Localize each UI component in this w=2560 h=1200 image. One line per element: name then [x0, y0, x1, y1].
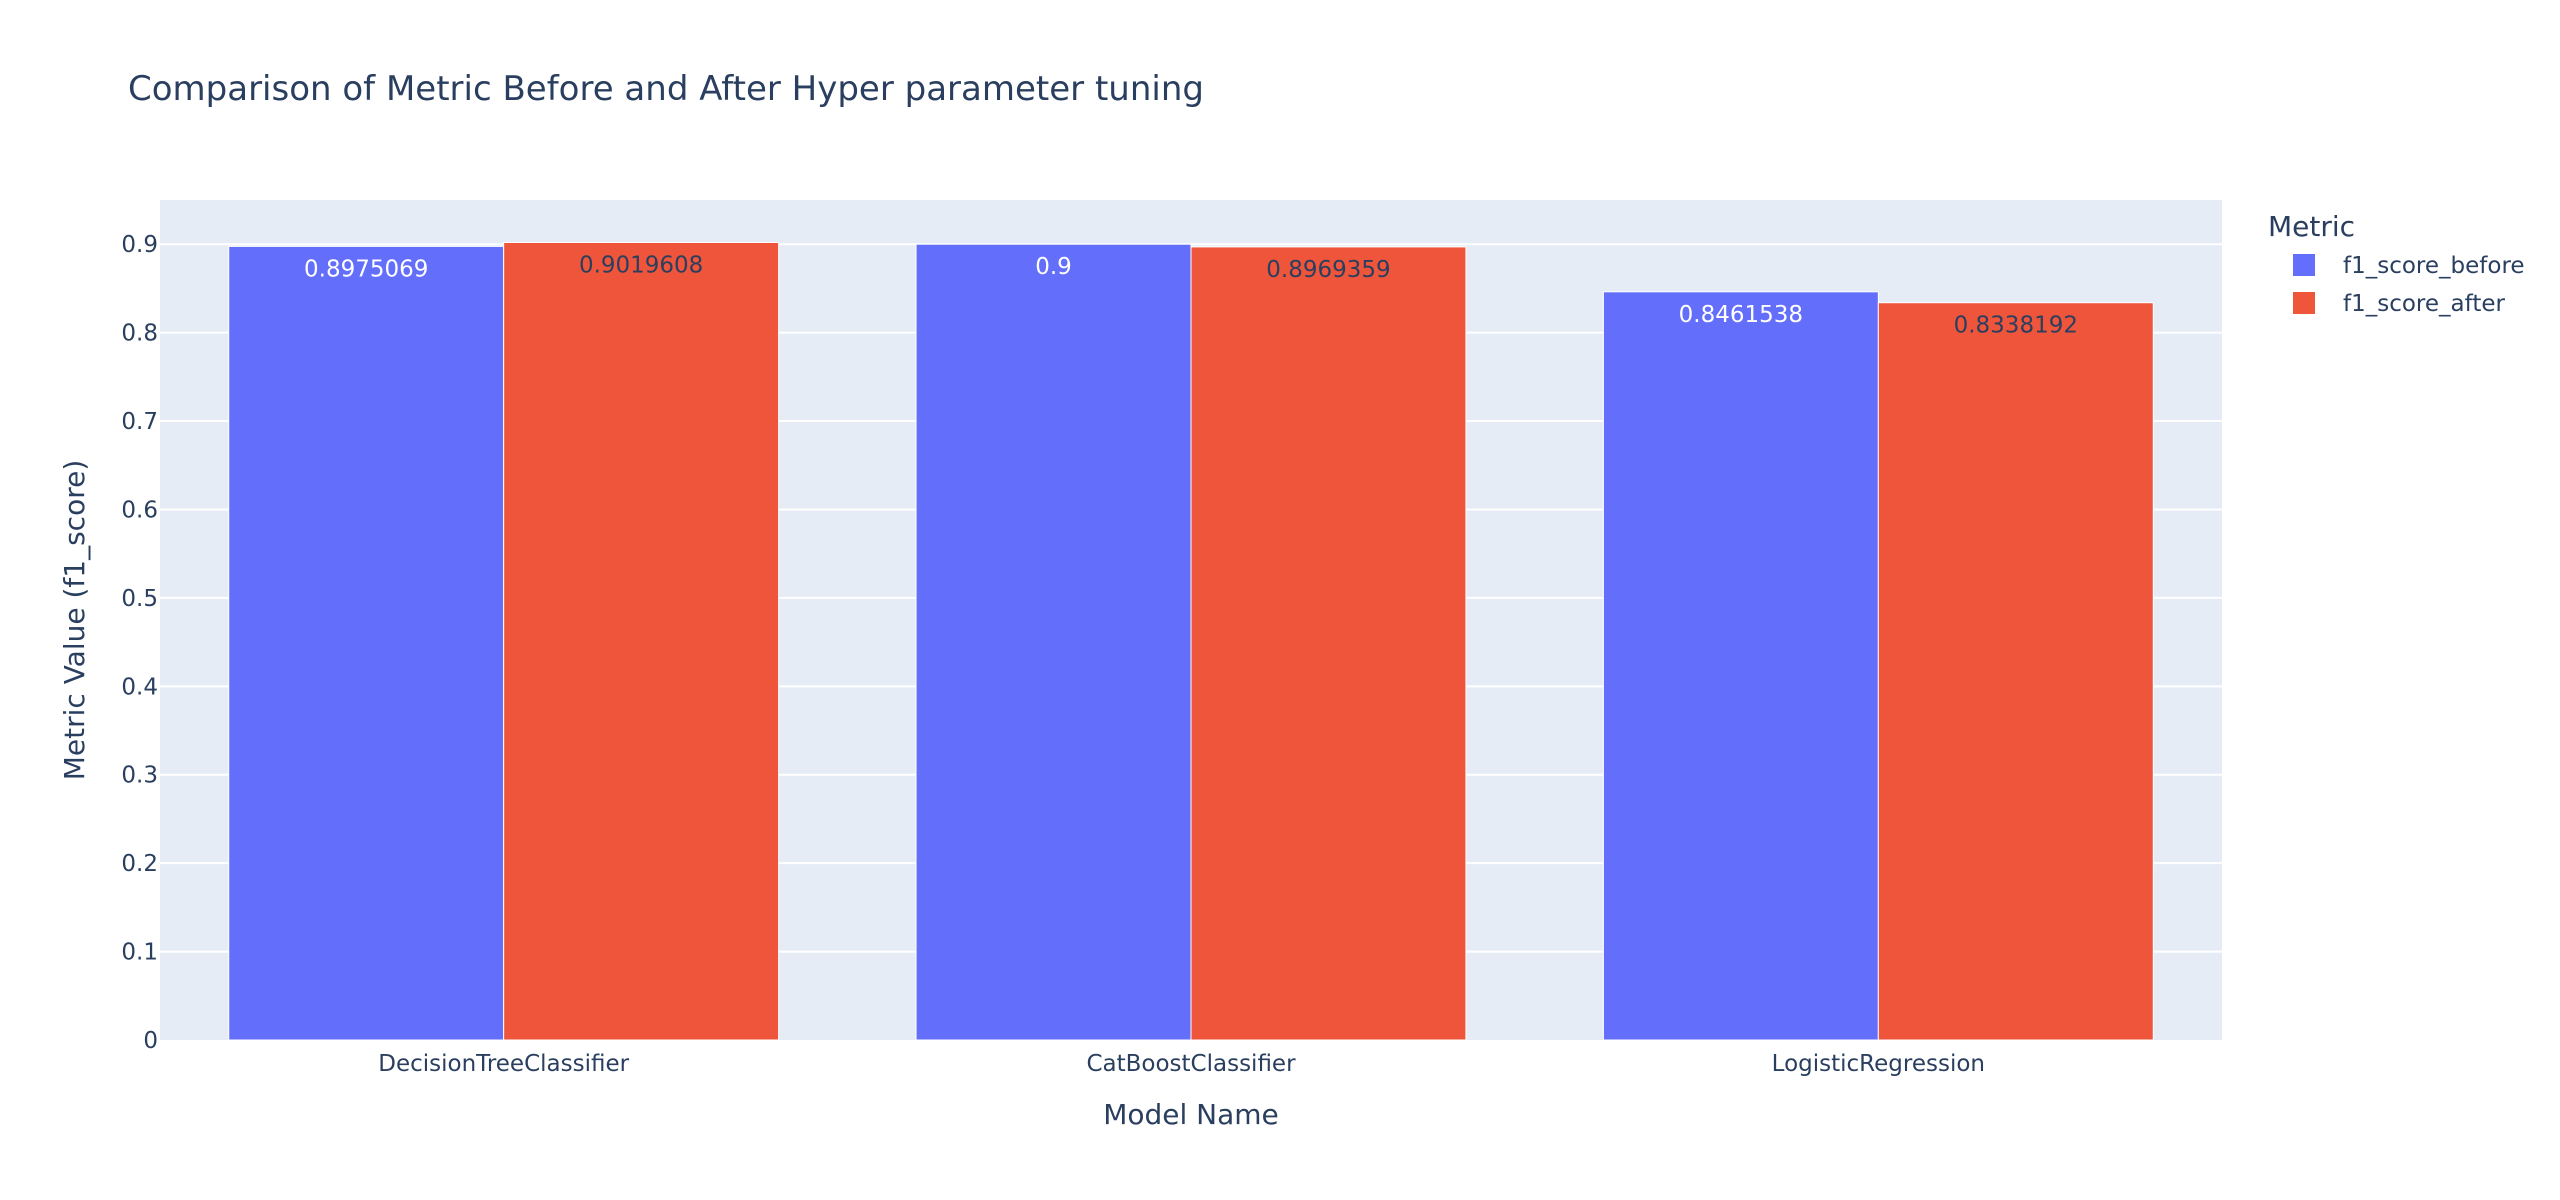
x-tick-label: LogisticRegression — [1772, 1051, 1985, 1077]
bar-value-label: 0.8975069 — [304, 256, 428, 282]
legend[interactable]: Metric f1_score_before f1_score_after — [2268, 210, 2525, 317]
x-tick-label: CatBoostClassifier — [1086, 1051, 1296, 1077]
bar-value-label: 0.8969359 — [1266, 257, 1390, 283]
legend-title: Metric — [2268, 210, 2355, 243]
y-tick-label: 0.7 — [121, 409, 158, 435]
bar-f1_score_before-2[interactable] — [1602, 291, 1879, 1041]
bar-value-label: 0.9 — [1035, 254, 1072, 280]
bar-value-label: 0.8461538 — [1679, 302, 1803, 328]
bar-labels: 0.8975069 0.9019608 0.9 0.8969359 0.8461538 0… — [304, 252, 2078, 338]
bar-f1_score_after-0[interactable] — [503, 241, 780, 1041]
y-tick-label: 0.2 — [121, 851, 158, 877]
y-axis-title: Metric Value (f1_score) — [58, 460, 91, 781]
bars[interactable] — [228, 241, 2154, 1041]
bar-value-label: 0.8338192 — [1954, 313, 2078, 339]
y-tick-label: 0.6 — [121, 497, 158, 523]
bar-value-label: 0.9019608 — [579, 252, 703, 278]
x-axis-title: Model Name — [1103, 1098, 1279, 1131]
legend-swatch-f1_score_after[interactable] — [2293, 292, 2315, 314]
chart-title: Comparison of Metric Before and After Hy… — [128, 69, 1204, 109]
y-tick-label: 0.8 — [121, 321, 158, 347]
bar-f1_score_after-2[interactable] — [1877, 302, 2154, 1041]
bar-f1_score_after-1[interactable] — [1190, 246, 1467, 1041]
x-axis-ticks: DecisionTreeClassifier CatBoostClassifier… — [378, 1051, 1985, 1077]
bar-f1_score_before-0[interactable] — [228, 245, 505, 1041]
y-tick-label: 0 — [143, 1028, 158, 1054]
y-tick-label: 0.5 — [121, 586, 158, 612]
bar-f1_score_before-1[interactable] — [915, 243, 1192, 1041]
legend-label-f1_score_before[interactable]: f1_score_before — [2343, 253, 2525, 279]
legend-label-f1_score_after[interactable]: f1_score_after — [2343, 291, 2505, 317]
y-axis-ticks: 0 0.1 0.2 0.3 0.4 0.5 0.6 0.7 0.8 0.9 — [121, 232, 158, 1054]
y-tick-label: 0.3 — [121, 763, 158, 789]
y-tick-label: 0.9 — [121, 232, 158, 258]
y-tick-label: 0.4 — [121, 674, 158, 700]
legend-swatch-f1_score_before[interactable] — [2293, 254, 2315, 276]
y-tick-label: 0.1 — [121, 940, 158, 966]
x-tick-label: DecisionTreeClassifier — [378, 1051, 629, 1077]
